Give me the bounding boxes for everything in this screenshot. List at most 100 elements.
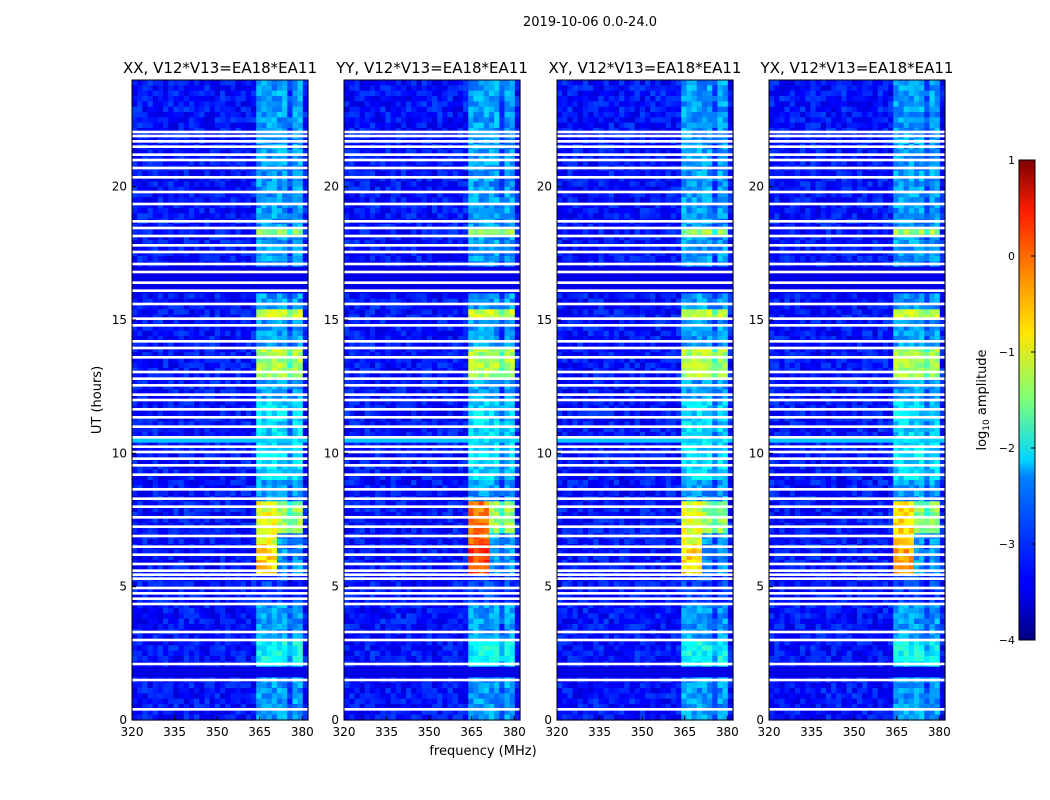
heatmap-cell xyxy=(302,416,309,422)
heatmap-cell xyxy=(468,90,475,97)
heatmap-cell xyxy=(235,608,242,614)
heatmap-cell xyxy=(240,597,247,604)
heatmap-cell xyxy=(132,426,138,433)
heatmap-cell xyxy=(199,240,206,246)
heatmap-cell xyxy=(266,538,273,545)
heatmap-cell xyxy=(188,149,195,156)
heatmap-cell xyxy=(276,298,283,305)
heatmap-cell xyxy=(142,528,149,534)
heatmap-cell xyxy=(178,565,185,572)
heatmap-cell xyxy=(214,469,221,476)
heatmap-cell xyxy=(178,90,185,97)
heatmap-cell xyxy=(178,688,185,694)
heatmap-cell xyxy=(163,160,169,166)
heatmap-cell xyxy=(199,304,206,310)
heatmap-cell xyxy=(514,122,521,129)
heatmap-cell xyxy=(292,325,299,332)
heatmap-cell xyxy=(194,400,200,406)
heatmap-cell xyxy=(132,149,138,156)
heatmap-cell xyxy=(199,618,206,625)
heatmap-cell xyxy=(147,384,154,390)
heatmap-cell xyxy=(406,122,412,129)
heatmap-cell xyxy=(188,213,195,220)
heatmap-cell xyxy=(504,170,511,177)
heatmap-cell xyxy=(142,437,149,444)
heatmap-cell xyxy=(173,432,180,438)
heatmap-cell xyxy=(152,352,159,358)
heatmap-cell xyxy=(271,704,278,710)
heatmap-cell xyxy=(142,474,149,481)
heatmap-cell xyxy=(261,602,268,609)
heatmap-cell xyxy=(266,592,273,598)
heatmap-cell xyxy=(261,464,268,470)
heatmap-cell xyxy=(183,160,190,166)
heatmap-cell xyxy=(230,517,237,524)
heatmap-cell xyxy=(266,624,273,630)
heatmap-cell xyxy=(147,309,154,316)
heatmap-cell xyxy=(245,298,252,305)
heatmap-cell xyxy=(209,181,216,188)
heatmap-cell xyxy=(199,149,206,156)
heatmap-cell xyxy=(157,656,164,662)
heatmap-cell xyxy=(157,181,164,188)
heatmap-cell xyxy=(302,581,309,588)
heatmap-cell xyxy=(240,293,247,300)
heatmap-cell xyxy=(297,624,304,630)
heatmap-cell xyxy=(287,272,294,278)
heatmap-cell xyxy=(173,672,180,678)
heatmap-cell xyxy=(302,490,309,497)
heatmap-cell xyxy=(168,320,175,326)
heatmap-cell xyxy=(209,384,216,390)
heatmap-cell xyxy=(287,234,294,241)
heatmap-cell xyxy=(282,426,288,433)
heatmap-cell xyxy=(209,538,216,545)
heatmap-cell xyxy=(297,597,304,604)
heatmap-cell xyxy=(494,181,500,188)
heatmap-cell xyxy=(137,554,143,561)
heatmap-cell xyxy=(173,586,180,593)
heatmap-cell xyxy=(225,245,231,252)
heatmap-cell xyxy=(297,181,304,188)
heatmap-cell xyxy=(220,464,226,470)
heatmap-cell xyxy=(199,490,206,497)
heatmap-cell xyxy=(256,202,263,209)
heatmap-cell xyxy=(152,186,159,193)
heatmap-cell xyxy=(282,106,288,113)
heatmap-cell xyxy=(132,277,138,284)
heatmap-cell xyxy=(204,704,211,710)
heatmap-cell xyxy=(271,394,278,401)
heatmap-cell xyxy=(287,240,294,246)
heatmap-cell xyxy=(282,320,288,326)
heatmap-cell xyxy=(473,197,480,204)
heatmap-cell xyxy=(266,528,273,534)
heatmap-cell xyxy=(494,106,500,113)
heatmap-cell xyxy=(220,213,226,220)
heatmap-cell xyxy=(209,464,216,470)
heatmap-cell xyxy=(209,234,216,241)
heatmap-cell xyxy=(271,325,278,332)
heatmap-cell xyxy=(240,213,247,220)
heatmap-cell xyxy=(437,170,443,177)
heatmap-cell xyxy=(271,480,278,486)
heatmap-cell xyxy=(204,186,211,193)
heatmap-cell xyxy=(292,80,299,86)
heatmap-cell xyxy=(199,672,206,678)
heatmap-cell xyxy=(390,85,397,92)
heatmap-cell xyxy=(209,186,216,193)
heatmap-cell xyxy=(194,554,200,561)
heatmap-cell xyxy=(230,154,237,161)
heatmap-cell xyxy=(261,512,268,518)
heatmap-cell xyxy=(152,197,159,204)
heatmap-cell xyxy=(297,117,304,124)
heatmap-cell xyxy=(194,272,200,278)
heatmap-cell xyxy=(468,80,475,86)
heatmap-cell xyxy=(292,458,299,465)
heatmap-cell xyxy=(178,506,185,513)
heatmap-cell xyxy=(194,85,200,92)
heatmap-cell xyxy=(225,122,231,129)
heatmap-cell xyxy=(302,106,309,113)
heatmap-cell xyxy=(220,538,226,545)
heatmap-cell xyxy=(194,298,200,305)
heatmap-cell xyxy=(282,645,288,652)
heatmap-cell xyxy=(163,341,169,348)
